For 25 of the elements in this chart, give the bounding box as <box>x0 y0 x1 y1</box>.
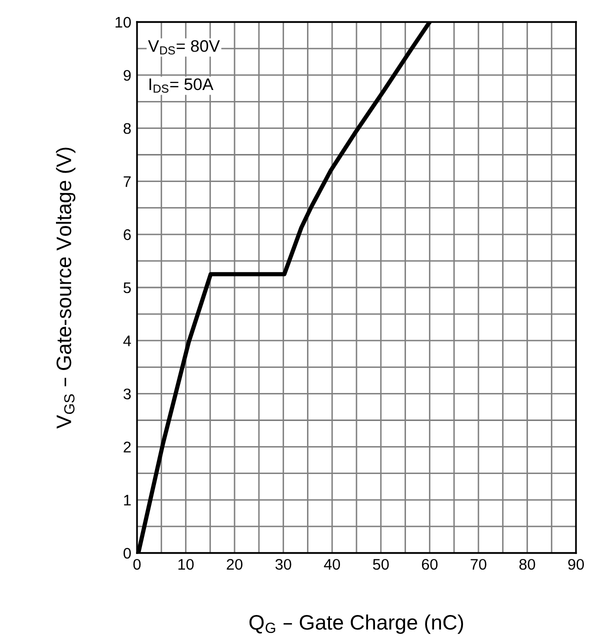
y-axis-title: V$_{GS}$ – Gate-source Voltage (V) <box>56 148 76 429</box>
y-tick-label: 5 <box>124 282 131 294</box>
x-tick-label: 60 <box>422 558 438 570</box>
annotation: V$_{DS}$= 80V <box>148 40 220 55</box>
x-tick-label: 10 <box>178 558 194 570</box>
x-tick-label: 70 <box>470 558 486 570</box>
x-tick-label: 90 <box>568 558 584 570</box>
x-tick-label: 20 <box>226 558 242 570</box>
x-tick-label: 0 <box>133 558 141 570</box>
x-tick-label: 80 <box>519 558 536 570</box>
x-tick-label: 30 <box>275 558 292 570</box>
x-axis-title: Q$_{G}$ – Gate Charge (nC) <box>249 614 464 634</box>
x-tick-label: 50 <box>373 558 389 570</box>
y-tick-label: 1 <box>124 494 131 506</box>
x-tick-label: 40 <box>324 558 340 570</box>
y-tick-label: 6 <box>124 229 131 240</box>
y-tick-label: 7 <box>124 176 131 187</box>
y-tick-label: 3 <box>124 388 131 400</box>
y-tick-label: 2 <box>124 442 131 452</box>
annotation: I$_{DS}$= 50A <box>150 78 214 93</box>
y-tick-label: 9 <box>124 70 131 81</box>
y-tick-label: 0 <box>124 548 131 559</box>
y-tick-label: 10 <box>116 16 131 28</box>
y-tick-label: 4 <box>123 336 131 346</box>
y-tick-label: 8 <box>124 123 131 134</box>
